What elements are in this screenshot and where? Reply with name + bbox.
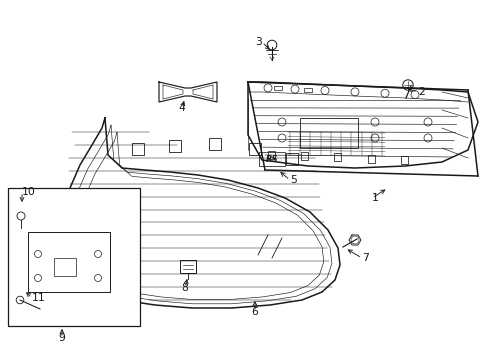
Bar bbox=[301, 152, 308, 160]
Bar bbox=[401, 156, 407, 164]
Bar bbox=[299, 118, 357, 148]
Text: RS: RS bbox=[265, 154, 278, 163]
Bar bbox=[180, 260, 196, 273]
Bar bbox=[28, 232, 110, 292]
Bar bbox=[132, 143, 143, 155]
Bar bbox=[169, 140, 181, 152]
Text: 3: 3 bbox=[255, 37, 262, 47]
Text: 9: 9 bbox=[59, 333, 65, 343]
Bar bbox=[304, 88, 311, 92]
Bar bbox=[285, 153, 297, 165]
Bar bbox=[268, 151, 275, 159]
Text: 5: 5 bbox=[289, 175, 296, 185]
Bar bbox=[334, 153, 341, 161]
Bar bbox=[368, 154, 375, 162]
Text: 2: 2 bbox=[417, 87, 424, 97]
Text: 6: 6 bbox=[251, 307, 258, 317]
Text: 1: 1 bbox=[371, 193, 378, 203]
Bar bbox=[208, 138, 221, 150]
Bar bbox=[248, 143, 261, 155]
Bar bbox=[8, 188, 140, 326]
Bar bbox=[273, 86, 282, 90]
Bar bbox=[259, 152, 285, 166]
Text: 11: 11 bbox=[32, 293, 46, 303]
Text: 4: 4 bbox=[178, 103, 185, 113]
Text: 7: 7 bbox=[361, 253, 368, 263]
Bar bbox=[54, 258, 76, 276]
Text: 10: 10 bbox=[22, 187, 36, 197]
Text: 8: 8 bbox=[181, 283, 188, 293]
